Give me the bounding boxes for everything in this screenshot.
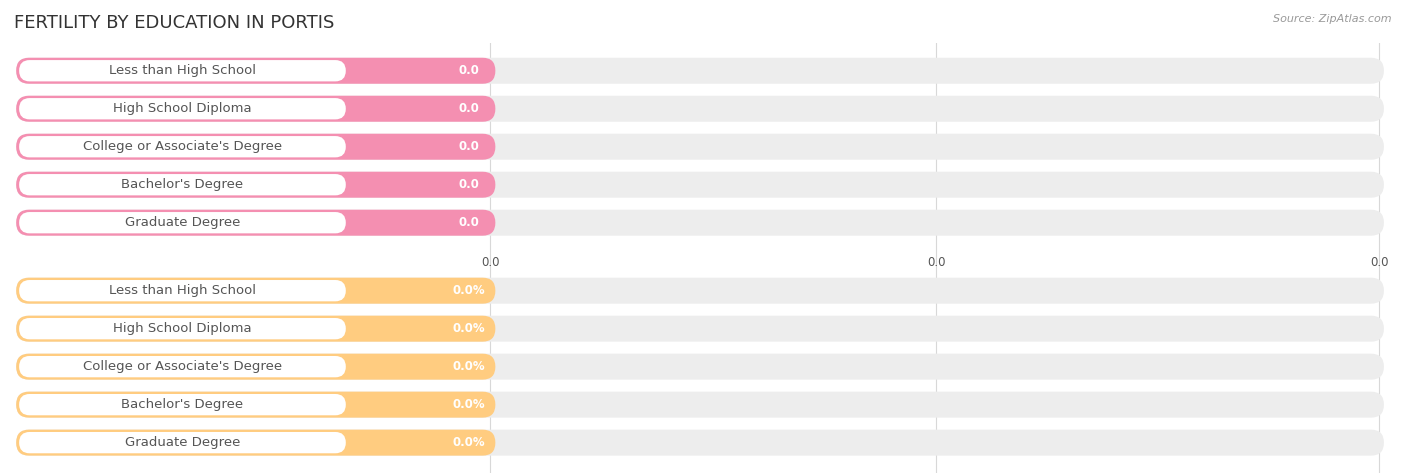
Text: College or Associate's Degree: College or Associate's Degree: [83, 360, 283, 373]
FancyBboxPatch shape: [15, 96, 1384, 122]
Text: 0.0%: 0.0%: [453, 360, 485, 373]
Text: Less than High School: Less than High School: [108, 64, 256, 77]
FancyBboxPatch shape: [20, 174, 346, 195]
Text: FERTILITY BY EDUCATION IN PORTIS: FERTILITY BY EDUCATION IN PORTIS: [14, 14, 335, 32]
FancyBboxPatch shape: [15, 96, 495, 122]
Text: 0.0%: 0.0%: [453, 398, 485, 411]
FancyBboxPatch shape: [15, 278, 495, 304]
Text: 0.0%: 0.0%: [453, 284, 485, 297]
Text: Graduate Degree: Graduate Degree: [125, 436, 240, 449]
FancyBboxPatch shape: [15, 354, 495, 380]
FancyBboxPatch shape: [15, 278, 1384, 304]
FancyBboxPatch shape: [20, 98, 346, 119]
Text: 0.0%: 0.0%: [453, 322, 485, 335]
FancyBboxPatch shape: [15, 316, 495, 342]
FancyBboxPatch shape: [20, 212, 346, 233]
FancyBboxPatch shape: [15, 354, 1384, 380]
Text: 0.0: 0.0: [458, 140, 479, 153]
FancyBboxPatch shape: [15, 429, 1384, 456]
FancyBboxPatch shape: [15, 171, 495, 198]
Text: Bachelor's Degree: Bachelor's Degree: [121, 398, 243, 411]
FancyBboxPatch shape: [20, 356, 346, 377]
Text: Source: ZipAtlas.com: Source: ZipAtlas.com: [1274, 14, 1392, 24]
Text: Bachelor's Degree: Bachelor's Degree: [121, 178, 243, 191]
FancyBboxPatch shape: [20, 394, 346, 415]
Text: 0.0: 0.0: [458, 178, 479, 191]
FancyBboxPatch shape: [20, 280, 346, 301]
Text: 0.0: 0.0: [458, 102, 479, 115]
Text: Less than High School: Less than High School: [108, 284, 256, 297]
FancyBboxPatch shape: [15, 392, 495, 418]
FancyBboxPatch shape: [15, 134, 495, 160]
FancyBboxPatch shape: [15, 171, 1384, 198]
FancyBboxPatch shape: [20, 60, 346, 81]
FancyBboxPatch shape: [15, 392, 1384, 418]
Text: 0.0: 0.0: [927, 256, 945, 269]
Text: High School Diploma: High School Diploma: [112, 322, 252, 335]
FancyBboxPatch shape: [15, 134, 1384, 160]
Text: 0.0: 0.0: [1369, 256, 1388, 269]
FancyBboxPatch shape: [20, 136, 346, 157]
FancyBboxPatch shape: [15, 429, 495, 456]
FancyBboxPatch shape: [15, 209, 495, 236]
FancyBboxPatch shape: [20, 432, 346, 453]
Text: 0.0: 0.0: [458, 64, 479, 77]
FancyBboxPatch shape: [15, 58, 495, 84]
FancyBboxPatch shape: [15, 58, 1384, 84]
Text: Graduate Degree: Graduate Degree: [125, 216, 240, 229]
Text: College or Associate's Degree: College or Associate's Degree: [83, 140, 283, 153]
Text: 0.0%: 0.0%: [453, 436, 485, 449]
FancyBboxPatch shape: [20, 318, 346, 339]
FancyBboxPatch shape: [15, 209, 1384, 236]
Text: High School Diploma: High School Diploma: [112, 102, 252, 115]
Text: 0.0: 0.0: [458, 216, 479, 229]
Text: 0.0: 0.0: [481, 256, 499, 269]
FancyBboxPatch shape: [15, 316, 1384, 342]
